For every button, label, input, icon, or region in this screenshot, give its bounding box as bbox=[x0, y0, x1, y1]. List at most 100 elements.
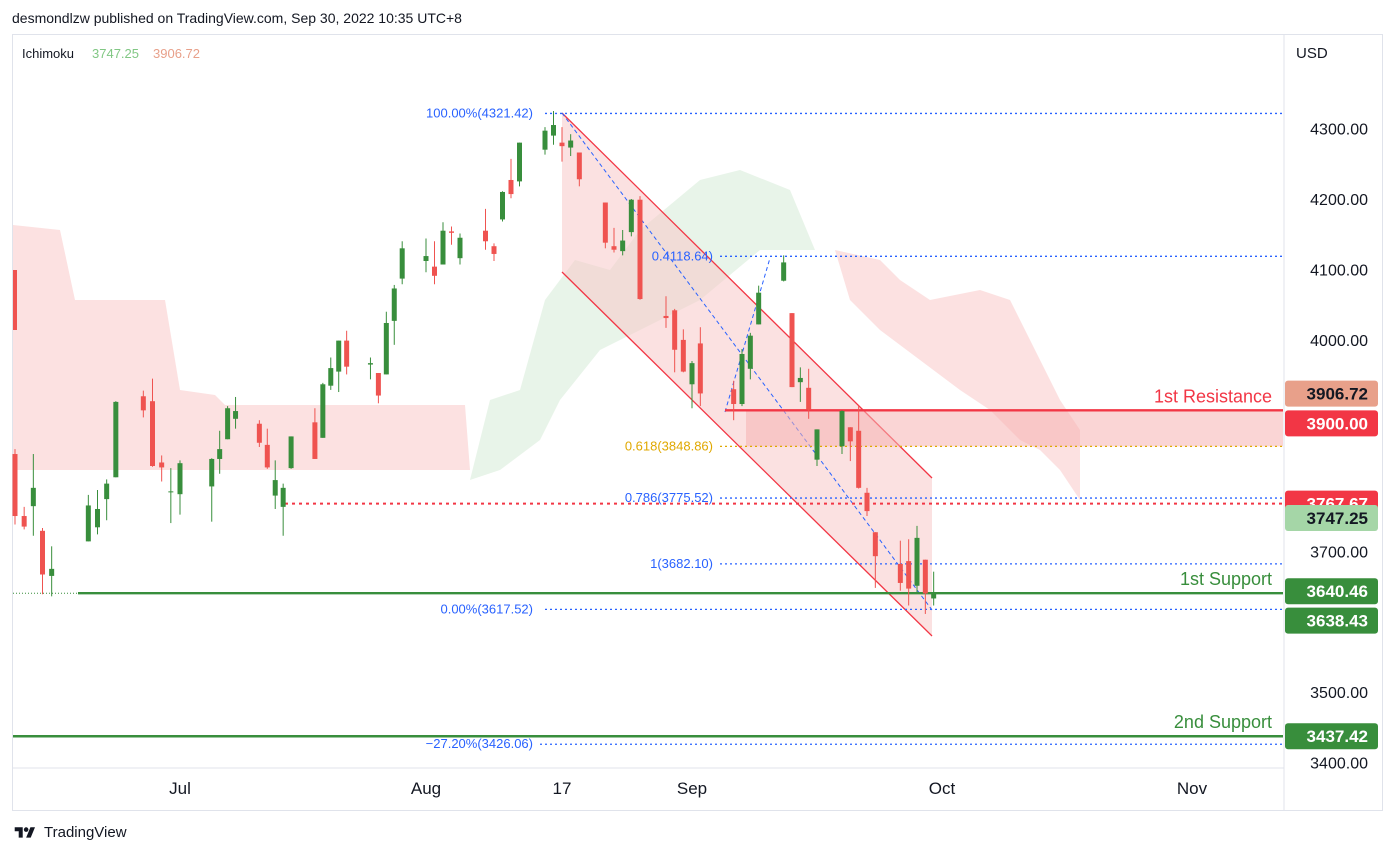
candle-body bbox=[288, 436, 294, 469]
candle bbox=[30, 454, 36, 536]
candle bbox=[367, 357, 373, 380]
x-tick-label: Aug bbox=[411, 779, 441, 798]
candle bbox=[739, 349, 745, 407]
candle-body bbox=[225, 408, 231, 440]
candle bbox=[264, 428, 270, 469]
candle bbox=[399, 241, 405, 285]
candle bbox=[872, 532, 878, 588]
price-tag: 3747.25 bbox=[1285, 504, 1378, 531]
x-tick-label: Sep bbox=[677, 779, 707, 798]
candle-body bbox=[49, 568, 55, 576]
candle-body bbox=[280, 487, 286, 507]
x-tick-label: Nov bbox=[1177, 779, 1208, 798]
indicator-value-a: 3747.25 bbox=[92, 46, 139, 61]
candle bbox=[731, 380, 737, 421]
fib-trend-2 bbox=[724, 257, 771, 413]
candle-body bbox=[95, 508, 100, 528]
candle bbox=[931, 571, 937, 606]
candle bbox=[517, 142, 522, 187]
candle bbox=[922, 559, 928, 614]
candle bbox=[209, 458, 215, 522]
candle-body bbox=[906, 561, 912, 589]
candle bbox=[49, 546, 55, 597]
candle bbox=[906, 539, 912, 606]
candle-body bbox=[336, 340, 342, 372]
candle-body bbox=[814, 429, 820, 460]
fib-label: 0.786(3775.52) bbox=[625, 490, 713, 505]
candle-body bbox=[177, 463, 183, 495]
candle bbox=[897, 540, 903, 591]
candle-body bbox=[672, 310, 678, 350]
candle-body bbox=[559, 142, 565, 147]
level-label: 2nd Support bbox=[1174, 712, 1272, 732]
chart-frame[interactable] bbox=[12, 34, 1383, 811]
candle bbox=[663, 296, 669, 328]
footer-brand: TradingView bbox=[44, 824, 127, 841]
candle bbox=[85, 494, 91, 542]
y-tick-label: 3400.00 bbox=[1310, 756, 1368, 773]
indicator-value-b: 3906.72 bbox=[153, 46, 200, 61]
candle-body bbox=[500, 191, 505, 220]
candle-body bbox=[542, 130, 548, 150]
candle-body bbox=[233, 411, 239, 419]
candle-body bbox=[344, 340, 350, 367]
fibonacci-labels: 100.00%(4321.42) 0.4118.64) 0.618(3848.86)… bbox=[426, 105, 713, 751]
candlesticks bbox=[12, 110, 937, 614]
candle-body bbox=[872, 532, 878, 557]
candle bbox=[159, 455, 165, 482]
candle-body bbox=[620, 240, 626, 252]
candle-body bbox=[104, 483, 110, 500]
candle bbox=[312, 408, 318, 459]
candle bbox=[113, 401, 119, 478]
candle-body bbox=[85, 505, 91, 542]
candle-body bbox=[432, 266, 437, 276]
legend: Ichimoku 3747.25 3906.72 USD bbox=[22, 45, 1328, 62]
price-tag-bg bbox=[1285, 723, 1378, 750]
price-tag-text: 3638.43 bbox=[1307, 612, 1368, 631]
candle-body bbox=[697, 343, 703, 394]
channel-lower bbox=[561, 271, 933, 637]
candle-body bbox=[517, 142, 522, 182]
price-axis: 4300.00 4200.00 4100.00 4000.00 3700.00 3500.… bbox=[1283, 34, 1378, 811]
fib-label: 0.00%(3617.52) bbox=[440, 601, 533, 616]
candle bbox=[288, 436, 294, 469]
candle-body bbox=[383, 322, 389, 375]
candle-body bbox=[789, 313, 795, 388]
candle bbox=[344, 330, 350, 375]
candle bbox=[383, 311, 389, 375]
candle-body bbox=[806, 387, 812, 410]
candle bbox=[272, 460, 278, 509]
candle bbox=[559, 127, 565, 162]
candle bbox=[797, 367, 803, 402]
candle-body bbox=[256, 423, 262, 443]
candle bbox=[280, 483, 286, 536]
candle-body bbox=[217, 449, 223, 459]
candle bbox=[177, 460, 183, 515]
fib-label: 100.00%(4321.42) bbox=[426, 105, 533, 120]
candle bbox=[637, 196, 643, 300]
candle-body bbox=[680, 339, 686, 372]
price-tag-bg bbox=[1285, 578, 1378, 605]
fib-trend-1 bbox=[561, 112, 933, 611]
kumo-bearish-1 bbox=[13, 225, 470, 470]
candle-body bbox=[272, 480, 278, 496]
candle-body bbox=[491, 246, 497, 254]
candle-body bbox=[637, 199, 643, 300]
y-tick-label: 3700.00 bbox=[1310, 544, 1368, 561]
price-tag: 3900.00 bbox=[1285, 410, 1378, 437]
level-label: 1st Resistance bbox=[1154, 386, 1272, 406]
candle bbox=[457, 233, 463, 265]
candle-body bbox=[781, 262, 787, 281]
candle-body bbox=[21, 516, 27, 527]
candle bbox=[217, 430, 223, 474]
kumo-edge bbox=[13, 270, 17, 330]
candle-body bbox=[483, 230, 488, 242]
candle bbox=[628, 199, 634, 237]
candle-body bbox=[159, 462, 165, 468]
fib-label: 1(3682.10) bbox=[650, 556, 713, 571]
candle-body bbox=[40, 530, 45, 575]
candle-body bbox=[113, 401, 119, 478]
candle-body bbox=[209, 458, 215, 487]
candle-body bbox=[897, 563, 903, 583]
